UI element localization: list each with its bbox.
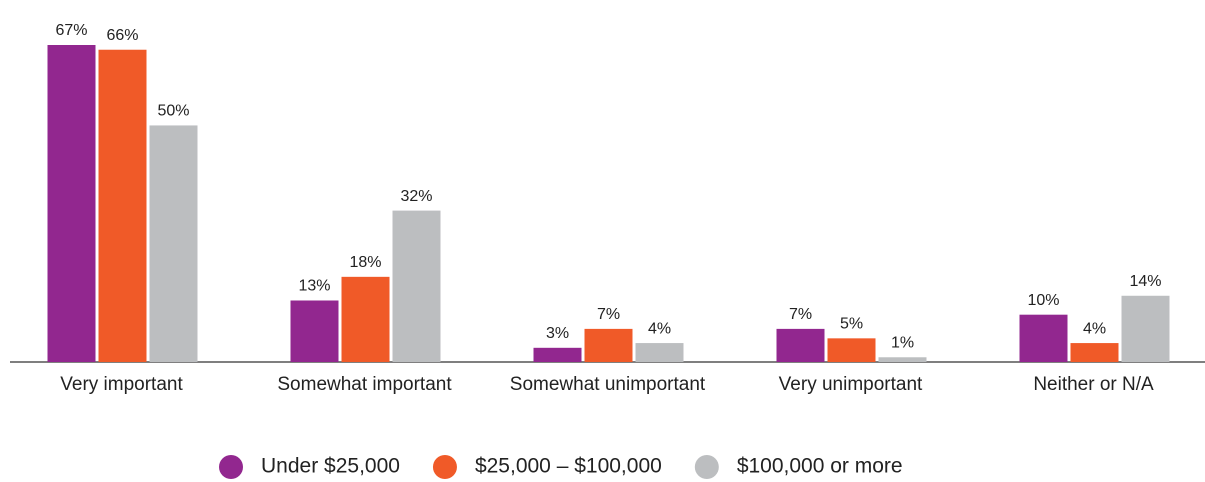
- data-label: 1%: [891, 334, 914, 351]
- data-label: 67%: [55, 22, 87, 39]
- x-tick-label: Somewhat unimportant: [510, 374, 706, 395]
- x-tick-label: Very unimportant: [779, 374, 923, 395]
- bar: [1121, 295, 1170, 362]
- bar: [1019, 314, 1068, 362]
- data-label: 4%: [1083, 320, 1106, 337]
- legend-label: $100,000 or more: [737, 455, 903, 478]
- bar: [878, 357, 927, 362]
- legend-swatch: [219, 455, 243, 479]
- data-label: 18%: [349, 254, 381, 271]
- bar: [392, 210, 441, 362]
- bar: [584, 328, 633, 362]
- bar: [635, 343, 684, 362]
- x-tick-label: Neither or N/A: [1033, 374, 1154, 395]
- bar: [47, 45, 96, 362]
- data-label: 32%: [400, 188, 432, 205]
- x-tick-label: Somewhat important: [277, 374, 452, 395]
- bar: [827, 338, 876, 362]
- data-label: 13%: [298, 278, 330, 295]
- legend-label: Under $25,000: [261, 455, 400, 478]
- data-label: 14%: [1129, 273, 1161, 290]
- data-label: 50%: [157, 103, 189, 120]
- data-label: 3%: [546, 325, 569, 342]
- bar: [341, 276, 390, 362]
- data-label: 66%: [106, 27, 138, 44]
- data-label: 10%: [1027, 292, 1059, 309]
- data-label: 7%: [789, 306, 812, 323]
- data-label: 7%: [597, 306, 620, 323]
- data-label: 5%: [840, 316, 863, 333]
- legend-swatch: [432, 455, 457, 479]
- legend-label: $25,000 – $100,000: [475, 455, 662, 478]
- bar: [98, 49, 147, 362]
- bar: [533, 347, 582, 362]
- bar: [776, 328, 825, 362]
- bar: [1070, 343, 1119, 362]
- bar: [149, 125, 198, 363]
- data-label: 4%: [648, 320, 671, 337]
- legend-swatch: [694, 455, 719, 479]
- bar: [290, 300, 339, 362]
- x-tick-label: Very important: [60, 374, 183, 395]
